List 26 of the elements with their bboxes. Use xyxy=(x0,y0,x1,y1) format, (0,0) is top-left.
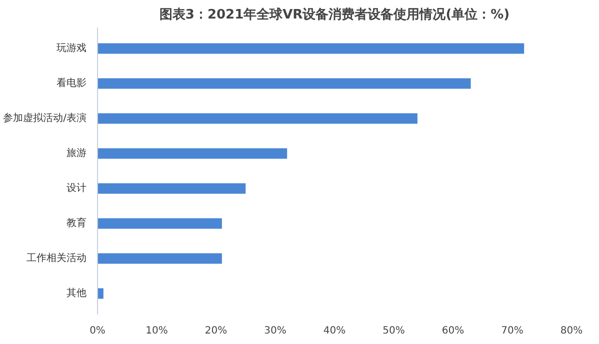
bar xyxy=(98,148,288,159)
y-tick-label: 旅游 xyxy=(66,147,86,159)
bar xyxy=(98,288,104,299)
x-tick-label: 50% xyxy=(382,326,405,336)
y-tick-label: 设计 xyxy=(66,182,86,194)
bar xyxy=(98,183,246,194)
y-tick-label: 看电影 xyxy=(56,77,86,89)
y-tick-label: 教育 xyxy=(66,217,86,229)
y-tick-label: 其他 xyxy=(66,287,86,299)
y-tick-label: 工作相关活动 xyxy=(26,252,86,264)
x-tick-label: 60% xyxy=(442,326,464,336)
x-tick-label: 20% xyxy=(204,326,228,336)
x-tick-label: 0% xyxy=(90,326,106,336)
x-tick-label: 10% xyxy=(146,326,168,336)
x-tick-label: 40% xyxy=(323,326,346,336)
bar xyxy=(98,218,222,229)
bar xyxy=(98,78,471,89)
x-tick-label: 70% xyxy=(501,326,524,336)
bar xyxy=(98,113,418,124)
x-tick-label: 30% xyxy=(264,326,286,336)
bar xyxy=(98,43,524,54)
y-tick-label: 参加虚拟活动/表演 xyxy=(3,112,87,124)
y-tick-label: 玩游戏 xyxy=(56,42,86,54)
bar xyxy=(98,253,222,264)
chart-title: 图表3：2021年全球VR设备消费者设备使用情况(单位：%) xyxy=(159,6,510,22)
x-tick-label: 80% xyxy=(560,326,583,336)
